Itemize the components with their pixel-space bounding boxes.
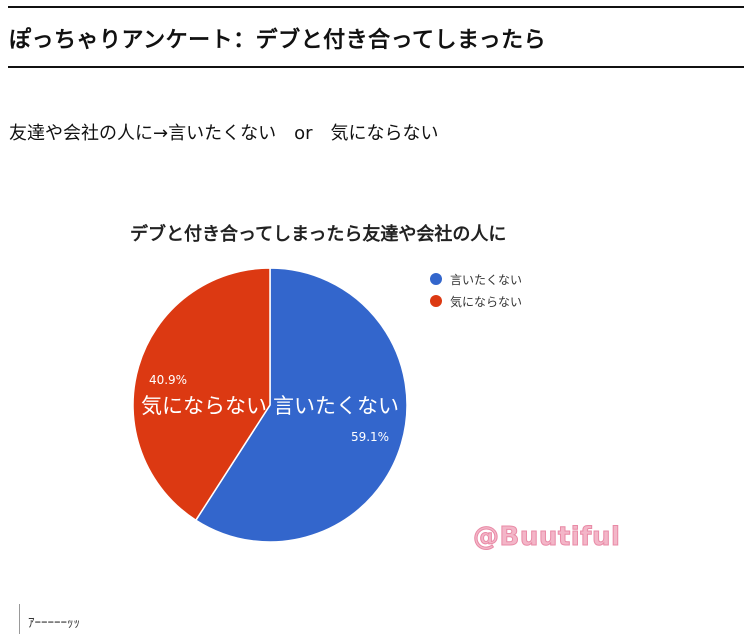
top-rule	[8, 6, 744, 8]
pie-chart: デブと付き合ってしまったら友達や会社の人に 言いたくない 59.1% 気にならない 4…	[100, 210, 620, 570]
slice-percent-label-0: 59.1%	[351, 430, 389, 444]
title-rule	[8, 66, 744, 68]
pie-svg: 言いたくない 59.1% 気にならない 40.9%	[132, 267, 408, 543]
legend-swatch-0	[430, 273, 442, 285]
article-title: ぽっちゃりアンケート：デブと付き合ってしまったら	[9, 28, 547, 53]
chart-legend: 言いたくない 気にならない	[430, 268, 522, 312]
legend-item-1: 気にならない	[430, 290, 522, 312]
chart-title: デブと付き合ってしまったら友達や会社の人に	[130, 224, 507, 245]
legend-swatch-1	[430, 295, 442, 307]
pie-slice-1	[132, 267, 271, 522]
slice-category-label-0: 言いたくない	[273, 394, 399, 418]
caption-quote-bar	[19, 604, 20, 634]
legend-label-0: 言いたくない	[450, 272, 523, 287]
caption-text: ｱｰｰｰｰｰｯｯ	[28, 616, 80, 631]
slice-category-label-1: 気にならない	[141, 394, 267, 418]
survey-question: 友達や会社の人に→言いたくない or 気にならない	[9, 123, 439, 144]
pie-slice-0	[194, 267, 408, 543]
watermark: @Buutiful	[472, 522, 621, 553]
legend-item-0: 言いたくない	[430, 268, 522, 290]
legend-label-1: 気にならない	[450, 294, 523, 309]
slice-percent-label-1: 40.9%	[149, 373, 187, 387]
